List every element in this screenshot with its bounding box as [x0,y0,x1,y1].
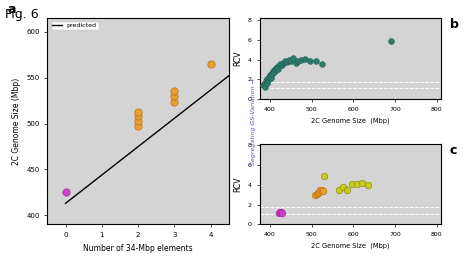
Point [134,114,142,118]
Point [266,73,273,77]
Point [260,82,268,86]
Point [259,83,267,87]
Point [349,182,356,186]
Point [171,88,178,93]
Point [294,59,302,63]
Point [276,62,284,67]
Point [318,62,326,67]
Point [283,60,291,64]
Point [134,119,142,123]
Point [273,66,281,70]
Point [268,71,275,75]
Point [264,77,271,81]
Point [339,185,346,189]
Point [276,210,284,214]
Point [267,76,274,80]
Point [278,63,285,68]
Point [134,110,142,114]
Point [262,79,270,83]
Text: Fig. 6: Fig. 6 [5,8,38,21]
Point [261,85,269,89]
Text: c: c [450,143,457,157]
Point [272,68,280,72]
X-axis label: Number of 34-Mbp elements: Number of 34-Mbp elements [83,244,193,253]
Text: a: a [8,3,16,16]
Point [312,59,319,63]
Point [275,211,283,215]
Point [292,61,300,66]
Point [319,189,327,194]
Point [171,94,178,98]
Point [264,78,272,82]
Legend: predicted: predicted [51,21,99,30]
Point [287,59,294,63]
Point [279,211,286,215]
Point [359,181,366,186]
Point [134,124,142,128]
Point [317,188,324,192]
Point [273,65,281,69]
Point [171,100,178,104]
Point [269,72,276,76]
Point [275,64,283,68]
X-axis label: 2C Genome Size  (Mbp): 2C Genome Size (Mbp) [311,243,390,249]
Point [297,58,305,62]
Point [314,191,322,195]
Point [313,192,320,196]
Point [271,67,279,71]
Point [301,57,309,61]
Point [315,190,323,194]
Y-axis label: RCV: RCV [233,176,242,192]
Text: b: b [450,18,459,31]
Point [207,62,214,66]
Point [281,59,289,63]
Point [270,69,277,74]
Point [318,188,326,192]
Point [335,188,343,192]
Point [62,190,69,195]
Point [311,193,319,197]
Point [270,70,278,74]
Point [343,188,351,192]
Point [265,75,273,79]
Point [290,56,297,60]
Point [364,183,372,187]
Point [285,58,292,62]
Point [320,174,328,178]
Y-axis label: RCV: RCV [233,51,242,66]
Point [306,59,313,63]
Point [263,81,270,85]
X-axis label: 2C Genome Size  (Mbp): 2C Genome Size (Mbp) [311,117,390,124]
Point [277,210,285,214]
Point [280,61,287,66]
Point [274,67,282,71]
Point [387,39,394,43]
Y-axis label: 2C Genome Size (Mbp): 2C Genome Size (Mbp) [12,78,21,165]
Text: Segregating GS-Variation →: Segregating GS-Variation → [251,78,256,165]
Point [354,182,361,187]
